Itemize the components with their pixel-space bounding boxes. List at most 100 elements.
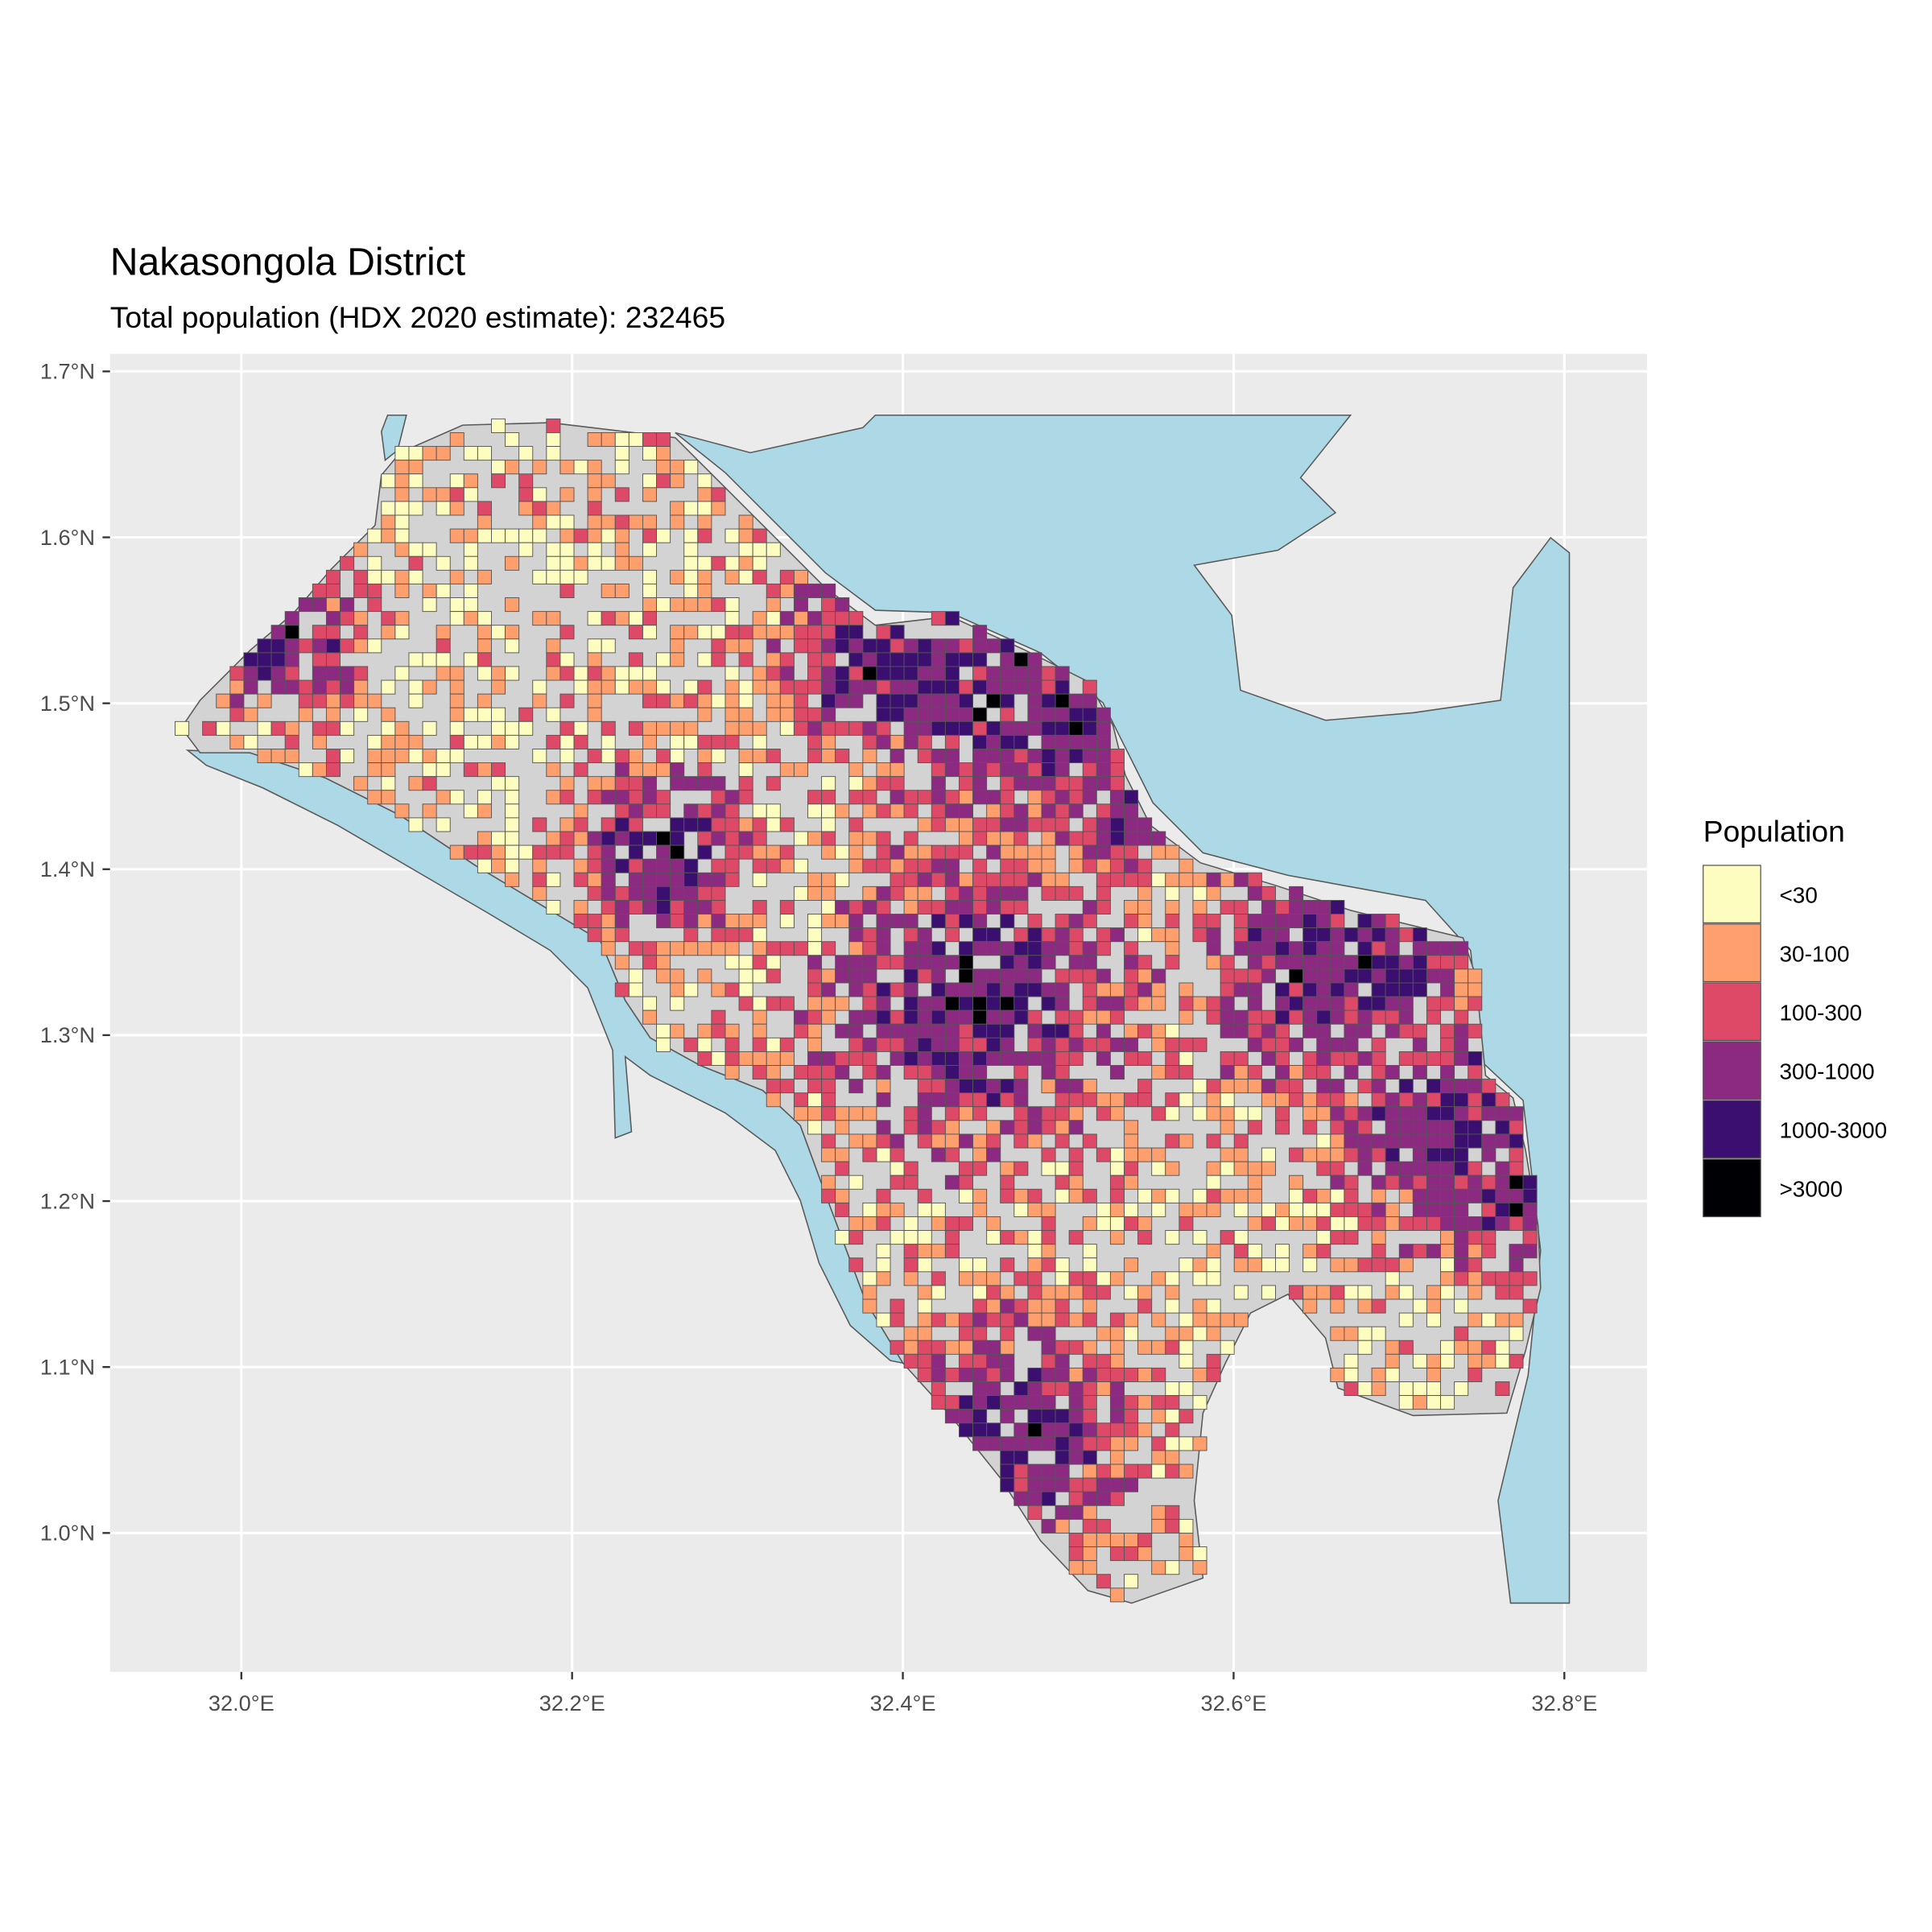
population-cell <box>325 749 341 764</box>
population-cell <box>848 1216 864 1232</box>
population-cell <box>532 569 547 584</box>
population-cell <box>931 872 946 887</box>
population-cell <box>1000 1092 1015 1108</box>
population-cell <box>449 844 464 860</box>
population-cell <box>1385 1353 1400 1368</box>
population-cell <box>670 473 685 489</box>
population-cell <box>381 679 396 695</box>
population-cell <box>931 1079 946 1094</box>
population-cell <box>1289 1188 1304 1203</box>
population-cell <box>1481 1174 1496 1190</box>
population-cell <box>1151 1463 1166 1479</box>
population-cell <box>903 1353 919 1368</box>
population-cell <box>890 749 905 764</box>
population-cell <box>573 528 588 543</box>
population-cell <box>1124 914 1139 929</box>
population-cell <box>1330 1079 1345 1094</box>
population-cell <box>367 597 382 613</box>
population-cell <box>1055 1174 1070 1190</box>
population-cell <box>1398 1312 1414 1327</box>
population-cell <box>1000 1174 1015 1190</box>
population-cell <box>779 569 795 584</box>
population-cell <box>340 693 355 708</box>
population-cell <box>1096 734 1111 749</box>
population-cell <box>394 542 410 557</box>
population-cell <box>890 803 905 819</box>
population-cell <box>807 982 823 997</box>
population-cell <box>876 886 891 901</box>
population-cell <box>1454 1106 1469 1121</box>
population-cell <box>1082 1436 1097 1451</box>
population-cell <box>1109 1326 1125 1341</box>
population-cell <box>1275 899 1290 914</box>
population-cell <box>1082 776 1097 791</box>
population-cell <box>917 1133 932 1149</box>
population-cell <box>931 844 946 860</box>
population-cell <box>601 790 616 805</box>
population-cell <box>958 1009 974 1025</box>
population-cell <box>766 955 781 970</box>
population-cell <box>793 611 808 626</box>
population-cell <box>931 955 946 970</box>
population-cell <box>890 734 905 749</box>
population-cell <box>1302 1009 1318 1025</box>
population-cell <box>738 776 753 791</box>
population-cell <box>243 679 258 695</box>
population-cell <box>848 1051 864 1066</box>
population-cell <box>1330 1188 1345 1203</box>
population-cell <box>1385 1216 1400 1232</box>
population-cell <box>944 693 960 708</box>
population-cell <box>972 679 988 695</box>
population-cell <box>931 817 946 832</box>
population-cell <box>1385 955 1400 970</box>
population-cell <box>903 982 919 997</box>
population-cell <box>1302 1298 1318 1314</box>
population-cell <box>683 460 699 475</box>
population-cell <box>1275 1037 1290 1052</box>
population-cell <box>1385 914 1400 929</box>
population-cell <box>821 652 836 667</box>
population-cell <box>1041 1244 1056 1259</box>
population-cell <box>1096 1285 1111 1300</box>
population-cell <box>1468 1285 1483 1300</box>
population-cell <box>257 652 272 667</box>
population-cell <box>890 872 905 887</box>
population-cell <box>807 666 823 681</box>
population-cell <box>1068 1092 1084 1108</box>
population-cell <box>1096 1533 1111 1548</box>
population-cell <box>738 707 753 722</box>
population-cell <box>436 625 451 640</box>
population-cell <box>1055 1285 1070 1300</box>
population-cell <box>270 749 286 764</box>
population-cell <box>1440 1244 1455 1259</box>
population-cell <box>1000 1257 1015 1273</box>
population-cell <box>1302 1216 1318 1232</box>
population-cell <box>944 1023 960 1038</box>
population-cell <box>1440 1079 1455 1094</box>
population-cell <box>711 831 726 846</box>
population-cell <box>325 652 341 667</box>
population-cell <box>532 872 547 887</box>
population-cell <box>1068 927 1084 943</box>
population-cell <box>1082 1477 1097 1492</box>
population-cell <box>1261 1092 1276 1108</box>
population-cell <box>1109 790 1125 805</box>
population-cell <box>779 625 795 640</box>
population-cell <box>1206 1326 1221 1341</box>
population-cell <box>1412 1133 1427 1149</box>
population-cell <box>1261 1285 1276 1300</box>
population-cell <box>903 679 919 695</box>
population-cell <box>1137 1230 1153 1245</box>
population-cell <box>1013 831 1029 846</box>
population-cell <box>587 432 602 448</box>
population-cell <box>876 1216 891 1232</box>
map-title: Nakasongola District <box>110 241 466 284</box>
population-cell <box>862 1133 877 1149</box>
population-cell <box>903 1326 919 1341</box>
population-cell <box>986 1285 1001 1300</box>
population-cell <box>821 611 836 626</box>
population-cell <box>642 734 657 749</box>
population-cell <box>807 1065 823 1080</box>
population-cell <box>944 899 960 914</box>
population-cell <box>1522 1244 1538 1259</box>
